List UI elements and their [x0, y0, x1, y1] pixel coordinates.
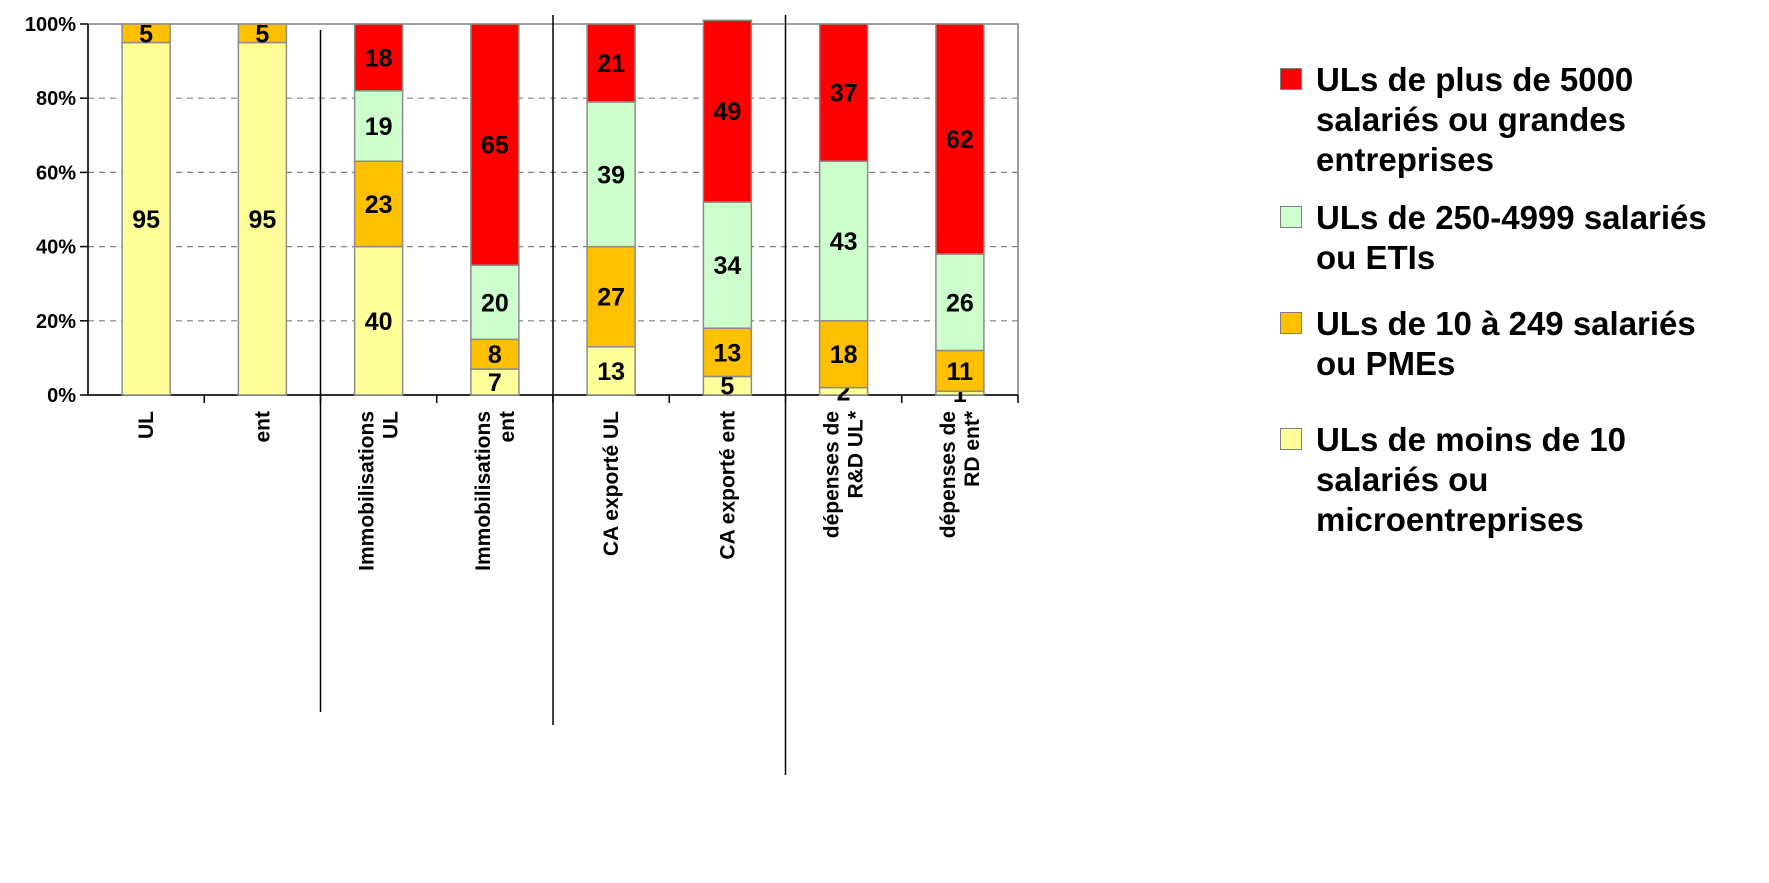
data-label: 21: [597, 50, 625, 78]
bar-segment: [935, 349, 985, 393]
bar-segment: [470, 368, 520, 396]
legend-label-line: ULs de 10 à 249 salariés: [1316, 305, 1696, 342]
data-label: 49: [713, 98, 741, 126]
x-tick-label: UL: [135, 411, 158, 439]
y-tick-label: 0%: [47, 385, 76, 407]
data-label: 7: [488, 369, 502, 397]
bar-segment: [818, 320, 869, 389]
data-label: 13: [597, 358, 625, 386]
bar-segment: [353, 160, 404, 248]
bar-segment: [702, 201, 753, 329]
data-label: 37: [830, 80, 858, 108]
legend-item: ULs de 10 à 249 salariés ou PMEs: [1280, 304, 1760, 384]
bar-segment: [353, 90, 404, 163]
x-tick-label: CA exporté ent: [716, 411, 739, 560]
legend-label-line: salariés ou grandes: [1316, 101, 1626, 138]
x-tick-label: ImmobilisationsUL: [356, 411, 403, 571]
data-label: 20: [481, 289, 509, 317]
data-label: 39: [597, 161, 625, 189]
data-label: 18: [830, 341, 858, 369]
x-tick-label: dépenses deRD ent*: [937, 410, 984, 538]
y-tick-label: 20%: [36, 311, 76, 333]
y-tick-label: 100%: [25, 14, 76, 36]
data-label: 11: [947, 358, 974, 386]
data-label: 5: [255, 20, 269, 48]
data-label: 43: [830, 228, 858, 256]
data-label: 62: [946, 126, 974, 154]
legend-label-line: microentreprises: [1316, 501, 1584, 538]
data-label: 18: [365, 44, 393, 72]
bar-segment: [353, 23, 404, 92]
bar-segment: [121, 23, 171, 44]
legend-item: ULs de moins de 10 salariés ou microentrep…: [1280, 420, 1760, 540]
bar-segment: [586, 23, 636, 103]
x-tick-label: Immobilisationsent: [472, 411, 519, 571]
data-label: 34: [713, 252, 741, 280]
data-label: 13: [713, 339, 741, 367]
bar-segment: [470, 23, 520, 266]
data-label: 23: [365, 191, 393, 219]
bar-segment: [818, 23, 869, 163]
y-tick-label: 40%: [36, 237, 76, 259]
legend-label-line: ULs de moins de 10: [1316, 421, 1626, 458]
legend-label-line: ou ETIs: [1316, 239, 1436, 276]
bar-segment: [586, 101, 636, 248]
x-tick-label: ent: [251, 411, 274, 443]
data-label: 40: [365, 308, 393, 336]
bar-segment: [470, 264, 520, 341]
data-label: 19: [365, 113, 393, 141]
data-label: 5: [720, 373, 734, 401]
legend: ULs de plus de 5000 salariés ou grandes en…: [1280, 60, 1760, 558]
legend-swatch: [1280, 428, 1302, 450]
y-tick-label: 60%: [36, 162, 76, 184]
legend-label-line: entreprises: [1316, 141, 1494, 178]
data-label: 95: [248, 206, 276, 234]
data-label: 5: [139, 20, 153, 48]
data-label: 95: [132, 206, 160, 234]
data-label: 26: [946, 289, 974, 317]
legend-label-line: ou PMEs: [1316, 345, 1456, 382]
x-tick-label: CA exporté UL: [600, 411, 623, 556]
legend-label-line: salariés ou: [1316, 461, 1489, 498]
legend-item: ULs de 250-4999 salariés ou ETIs: [1280, 198, 1760, 278]
bar-segment: [353, 245, 404, 396]
legend-swatch: [1280, 312, 1302, 334]
x-tick-label: dépenses deR&D UL*: [821, 410, 868, 538]
data-label: 8: [488, 341, 502, 369]
legend-swatch: [1280, 68, 1302, 90]
bar-segment: [586, 346, 636, 396]
bar-segment: [237, 23, 288, 44]
bar-segment: [702, 19, 753, 203]
legend-label-line: ULs de 250-4999 salariés: [1316, 199, 1707, 236]
legend-swatch: [1280, 206, 1302, 228]
y-tick-label: 80%: [36, 88, 76, 110]
data-label: 27: [597, 284, 625, 312]
bar-segment: [121, 41, 171, 396]
bar-segment: [935, 23, 985, 255]
legend-item: ULs de plus de 5000 salariés ou grandes en…: [1280, 60, 1760, 180]
data-label: 65: [481, 132, 509, 160]
bar-segment: [818, 160, 869, 322]
legend-label-line: ULs de plus de 5000: [1316, 61, 1634, 98]
